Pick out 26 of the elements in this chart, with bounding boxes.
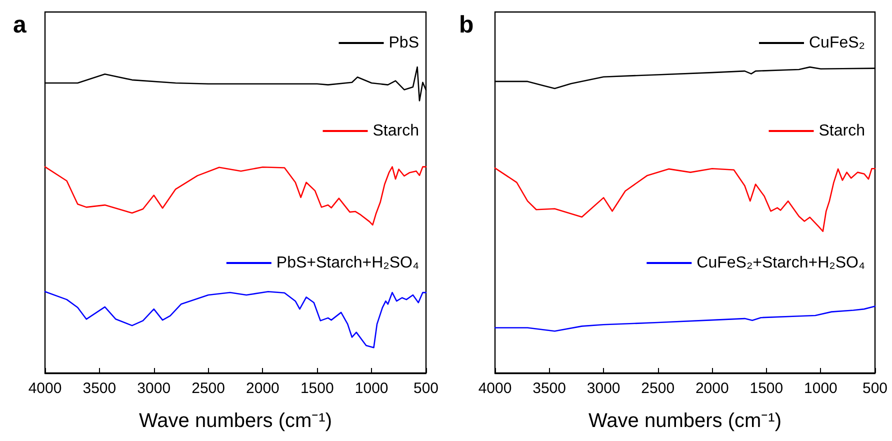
x-tick-label: 1000 [804, 380, 838, 397]
x-tick-label: 4000 [478, 380, 512, 397]
x-tick-label: 2000 [695, 380, 729, 397]
x-tick-label: 500 [413, 380, 439, 397]
x-axis-title: Wave numbers (cm⁻¹) [139, 410, 332, 432]
x-tick-label: 2000 [246, 380, 280, 397]
x-tick-label: 3500 [532, 380, 566, 397]
legend-label: CuFeS₂ [808, 34, 866, 52]
x-tick-label: 1500 [300, 380, 334, 397]
x-tick-label: 3000 [586, 380, 620, 397]
x-tick-label: 3000 [137, 380, 171, 397]
x-tick-label: 1500 [750, 380, 784, 397]
legend-label: PbS+Starch+H₂SO₄ [276, 254, 420, 272]
legend-label: Starch [372, 122, 420, 140]
legend-label: Starch [818, 122, 866, 140]
x-tick-label: 500 [862, 380, 888, 397]
x-axis-title: Wave numbers (cm⁻¹) [588, 410, 782, 432]
x-tick-label: 2500 [641, 380, 675, 397]
legend-label: PbS [388, 34, 420, 52]
x-tick-label: 1000 [354, 380, 388, 397]
x-tick-label: 4000 [28, 380, 62, 397]
chart-title: b [459, 12, 474, 38]
legend-label: CuFeS₂+Starch+H₂SO₄ [696, 254, 866, 272]
chart-title: a [13, 12, 27, 38]
x-tick-label: 3500 [82, 380, 116, 397]
x-tick-label: 2500 [192, 380, 225, 397]
